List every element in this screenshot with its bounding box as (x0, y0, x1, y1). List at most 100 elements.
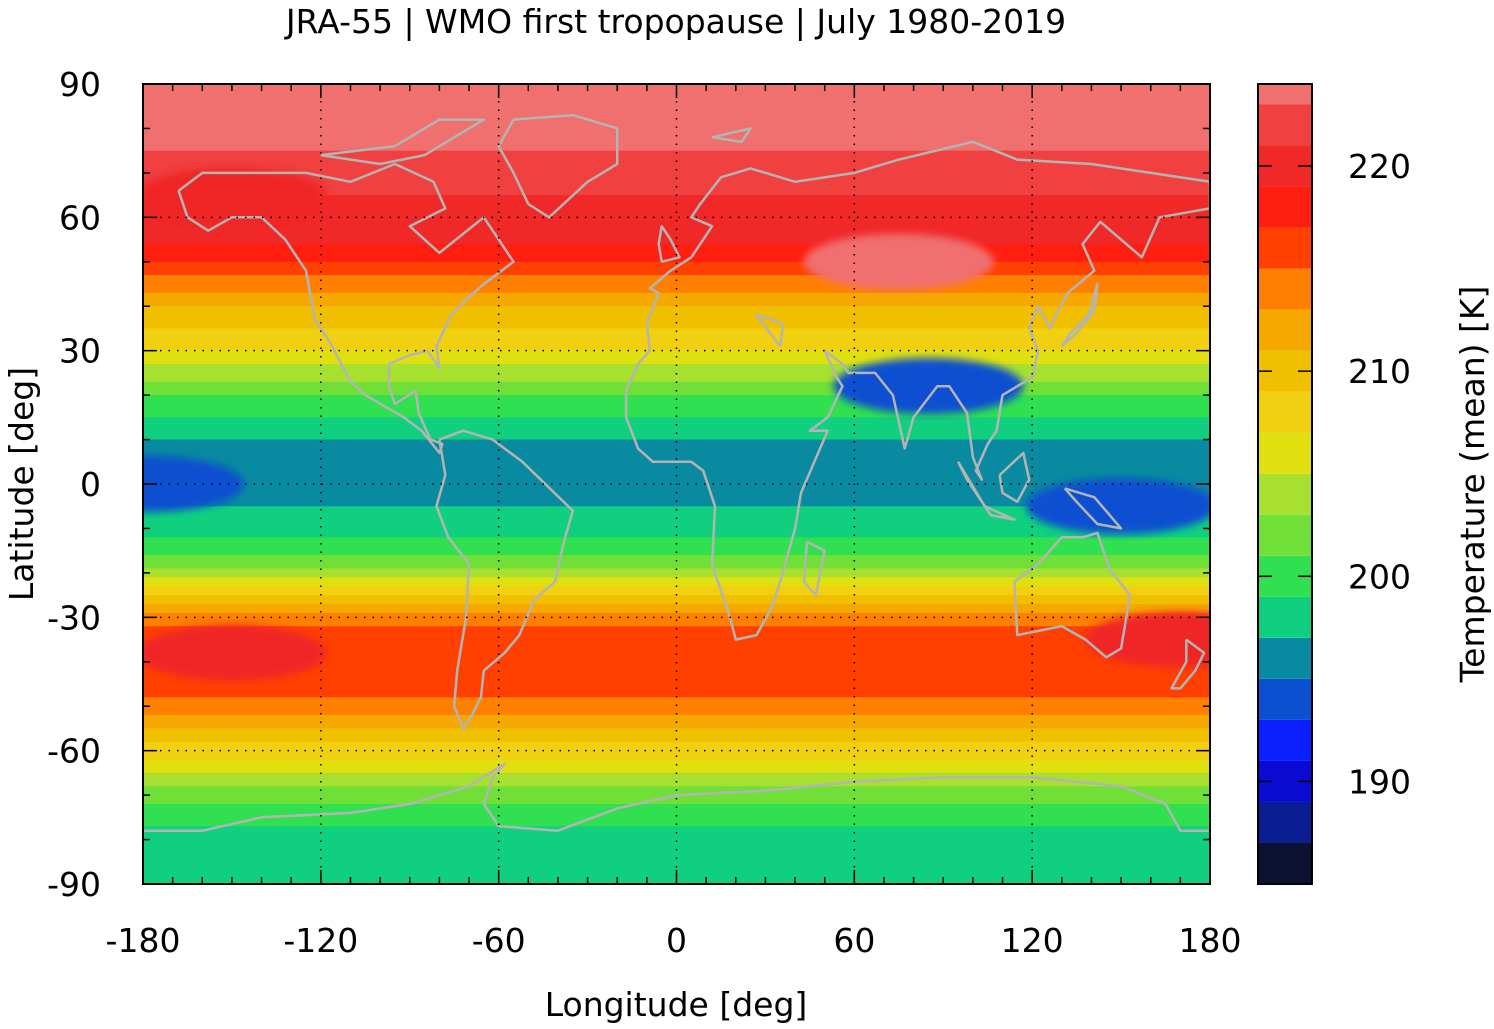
colorbar-swatch (1258, 186, 1312, 228)
field-band (143, 701, 1210, 707)
field-band (143, 270, 1210, 276)
colorbar-swatch (1258, 104, 1312, 146)
coastline-new-guinea (1063, 487, 1123, 530)
coastline-japan (1060, 282, 1099, 348)
field-band (143, 470, 1210, 476)
field-band (143, 577, 1210, 583)
field-band (143, 101, 1210, 107)
field-band (143, 217, 1210, 223)
x-tick-label: -180 (106, 921, 181, 960)
field-band (143, 106, 1210, 112)
field-band (143, 750, 1210, 756)
axis-ticks: -180 -120 -60 0 60 120 180 90 60 30 0 -30 -60 -90 (47, 65, 1241, 960)
field-band (143, 852, 1210, 858)
field-band (143, 724, 1210, 730)
coastline-south-america (435, 429, 575, 730)
plot-area: -180 -120 -60 0 60 120 180 90 60 30 0 -30 -60 -90 (47, 65, 1241, 960)
field-band (143, 284, 1210, 290)
field-band (143, 661, 1210, 667)
field-band (143, 359, 1210, 365)
coastline-greenland (497, 113, 619, 219)
field-band (143, 612, 1210, 618)
field-band (143, 501, 1210, 507)
field-band (143, 817, 1210, 823)
field-band (143, 772, 1210, 778)
colorbar-tick-label: 200 (1348, 557, 1411, 596)
field-band (143, 275, 1210, 281)
field-band (143, 648, 1210, 654)
field-band (143, 199, 1210, 205)
field-band (143, 159, 1210, 165)
colorbar-swatch (1258, 473, 1312, 515)
coastlines (143, 113, 1210, 832)
field-band (143, 768, 1210, 774)
field-band (143, 341, 1210, 347)
y-tick-label: 30 (59, 332, 101, 371)
field-band (143, 759, 1210, 765)
y-axis-label: Latitude [deg] (2, 367, 41, 601)
coastline-new-zealand (1170, 638, 1206, 690)
field-band (143, 684, 1210, 690)
x-tick-label: 120 (1001, 921, 1064, 960)
colorbar-swatch (1258, 719, 1312, 761)
coastline-eurasia-africa (624, 140, 1210, 641)
field-band (143, 786, 1210, 792)
x-tick-label: -120 (283, 921, 358, 960)
field-band (143, 377, 1210, 383)
colorbar: 190 200 210 220 (1257, 83, 1411, 885)
field-band (143, 266, 1210, 272)
field-band (143, 781, 1210, 787)
field-anomaly-central-asia (803, 233, 994, 290)
field-band (143, 666, 1210, 672)
colorbar-tick-label: 220 (1348, 147, 1411, 186)
grid (143, 84, 1210, 884)
field-band (143, 208, 1210, 214)
field-band (143, 181, 1210, 187)
field-band (143, 221, 1210, 227)
field-band (143, 119, 1210, 125)
field-band (143, 581, 1210, 587)
field-band (143, 550, 1210, 556)
field-band (143, 212, 1210, 218)
coastline-sumatra-java (956, 461, 1016, 521)
field-band (143, 372, 1210, 378)
colorbar-swatch (1258, 268, 1312, 310)
field-band (143, 572, 1210, 578)
colorbar-swatch (1258, 596, 1312, 638)
field-band (143, 408, 1210, 414)
field-band (143, 675, 1210, 681)
field-band (143, 595, 1210, 601)
field-band (143, 559, 1210, 565)
field-band (143, 608, 1210, 614)
field-band (143, 395, 1210, 401)
field-band (143, 146, 1210, 152)
colorbar-swatch (1258, 514, 1312, 556)
field-band (143, 279, 1210, 285)
colorbar-swatch (1258, 84, 1312, 105)
field-band (143, 546, 1210, 552)
field-band (143, 381, 1210, 387)
colorbar-swatch (1258, 678, 1312, 720)
field-band (143, 799, 1210, 805)
field-band (143, 670, 1210, 676)
colorbar-swatch (1258, 391, 1312, 433)
field-band (143, 555, 1210, 561)
field-band (143, 186, 1210, 192)
y-tick-label: -30 (47, 598, 101, 637)
field-band (143, 444, 1210, 450)
field-band (143, 506, 1210, 512)
field-band (143, 350, 1210, 356)
field-band (143, 364, 1210, 370)
field-band (143, 164, 1210, 170)
field-band (143, 484, 1210, 490)
chart-title: JRA-55 | WMO first tropopause | July 198… (284, 2, 1066, 41)
field-band (143, 399, 1210, 405)
field-band (143, 795, 1210, 801)
field-band (143, 706, 1210, 712)
field-band (143, 466, 1210, 472)
field-band (143, 97, 1210, 103)
field-band (143, 404, 1210, 410)
y-tick-label: 0 (80, 465, 101, 504)
field-anomaly-asian-monsoon (833, 358, 1024, 415)
